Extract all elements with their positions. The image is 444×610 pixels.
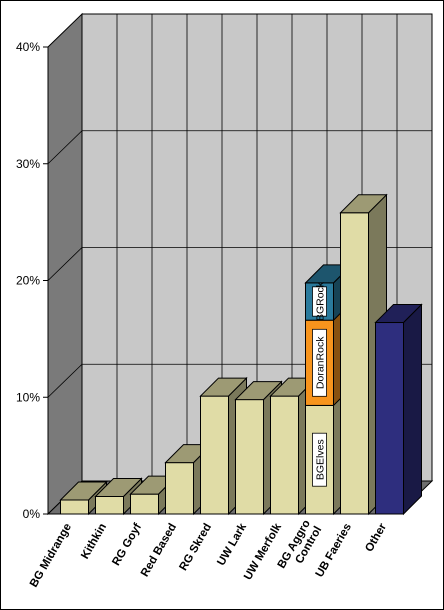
segment-label: DoranRock [315,336,327,389]
segment-label: BGRock [315,281,327,321]
bar-top-face [94,477,143,497]
x-tick-label-line: Other [363,521,389,554]
x-tick-label: RG Skred [177,522,214,573]
x-tick-label: Other [363,521,389,554]
bar [374,303,423,516]
x-tick-label: BG Midrange [28,522,74,590]
bar-top-face [374,304,423,324]
bar-segment [200,395,229,515]
bar-top-face [339,194,388,214]
bar-top-face [199,377,248,397]
grid-line-side [47,247,83,281]
y-tick-label: 20% [16,274,40,288]
x-tick-label-line: Red Based [139,522,179,579]
bar-segment [95,495,124,515]
x-tick-label-line: BG Midrange [28,522,74,590]
x-tick-label-line: UW Lark [215,521,249,568]
bar-segment [60,499,89,515]
bar [339,193,388,516]
bar-top-face [59,481,108,501]
x-tick-label: Red Based [139,522,179,579]
x-tick-label: UW Merfolk [242,521,284,582]
bar-segment [340,212,369,515]
x-tick-label-line: Kithkin [79,522,109,562]
grid-line-side [47,130,83,165]
bar-top-face [234,381,283,401]
segment-label: BGElves [315,439,327,480]
bar-segment [270,395,299,515]
grid-line-side [47,363,83,398]
bar [59,480,108,516]
y-tick-label: 30% [16,157,40,171]
x-tick-label: Kithkin [79,522,109,562]
bar-segment [235,399,264,515]
x-tick-label-line: UW Merfolk [242,521,284,582]
segment-label-box [312,328,327,397]
x-tick-label-line: RG Skred [177,522,214,573]
segment-label-box [312,432,327,487]
bar-segment [165,462,194,515]
y-tick-label: 0% [23,507,41,521]
y-tick-label: 40% [16,40,40,54]
x-tick-label: RG Goyf [110,521,144,568]
bar-segment [375,322,404,515]
bar-side-face [403,303,422,516]
y-tick-label: 10% [16,390,40,404]
x-tick-label-line: RG Goyf [110,521,144,568]
segment-label-box [312,286,327,317]
bar-segment [130,493,159,515]
x-tick-label: UW Lark [215,521,249,568]
